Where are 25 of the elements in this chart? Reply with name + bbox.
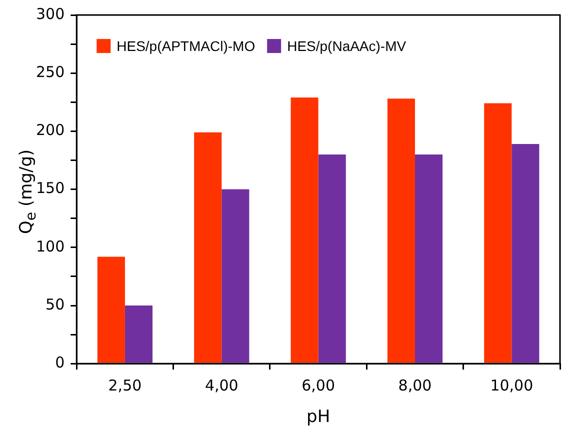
- bar: [290, 98, 318, 363]
- x-tick-label: 10,00: [490, 376, 534, 394]
- y-tick-label: 0: [55, 353, 65, 372]
- x-tick-label: 6,00: [302, 376, 336, 394]
- legend-label: HES/p(NaAAc)-MV: [287, 38, 407, 54]
- bar: [97, 256, 125, 363]
- bar: [194, 132, 222, 363]
- bar: [387, 98, 415, 363]
- legend-label: HES/p(APTMACl)-MO: [116, 38, 256, 54]
- y-tick-label: 150: [36, 179, 65, 198]
- x-axis-title: pH: [306, 407, 330, 428]
- x-tick-label: 2,50: [108, 376, 142, 394]
- bar: [124, 306, 153, 363]
- x-tick-label: 8,00: [398, 376, 432, 394]
- bar: [414, 154, 443, 363]
- y-tick-label: 100: [36, 237, 65, 256]
- bar: [222, 189, 250, 363]
- y-tick-label: 50: [46, 295, 65, 314]
- bar: [484, 103, 512, 363]
- bar: [512, 144, 540, 363]
- y-tick-label: 200: [36, 121, 65, 140]
- bar: [318, 154, 346, 363]
- y-tick-label: 300: [36, 4, 65, 23]
- y-tick-label: 250: [36, 62, 65, 81]
- x-tick-label: 4,00: [204, 376, 238, 394]
